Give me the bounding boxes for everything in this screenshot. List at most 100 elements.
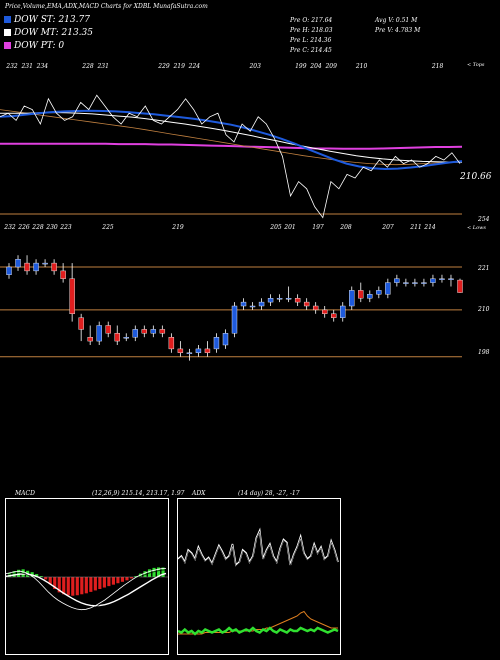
candle-body: [150, 329, 157, 334]
candle-top-label: 197: [312, 224, 324, 231]
legend-item-mt: DOW MT: 213.35: [4, 28, 93, 38]
legend-swatch-st: [4, 16, 11, 23]
macd-histogram-bar: [98, 577, 102, 589]
macd-histogram-bar: [93, 577, 97, 591]
pre-close: Pre C: 214.45: [290, 47, 332, 54]
top-label: 234: [36, 63, 49, 70]
macd-histogram-bar: [53, 577, 57, 589]
macd-signal-line: [6, 572, 167, 607]
right-axis-label: 221: [477, 265, 489, 272]
candle-body: [457, 279, 463, 293]
candle-top-label: 226: [17, 224, 30, 231]
macd-histogram-bar: [134, 576, 138, 577]
candle-top-label: 230: [45, 224, 58, 231]
candle-body: [195, 348, 202, 353]
candle-body: [394, 278, 400, 283]
macd-svg: [6, 567, 168, 612]
candle-body: [412, 282, 418, 284]
macd-histogram-bar: [66, 577, 70, 596]
candle-body: [303, 301, 310, 307]
candle-body: [141, 329, 148, 334]
ema-long-line: [0, 109, 463, 166]
macd-histogram-bar: [71, 577, 75, 596]
candle-body: [358, 290, 364, 299]
candle-body: [15, 259, 21, 268]
candle-body: [186, 352, 193, 354]
candle-body: [132, 329, 138, 338]
adx-panel: [177, 498, 341, 655]
candle-body: [285, 298, 292, 300]
candle-top-label: 208: [339, 224, 352, 231]
candle-body: [267, 298, 274, 303]
macd-label: MACD: [15, 490, 35, 497]
candle-body: [204, 348, 211, 353]
legend-swatch-pt: [4, 42, 11, 49]
macd-histogram-bar: [39, 576, 43, 577]
candle-body: [249, 305, 256, 308]
candle-top-label: 214: [423, 224, 436, 231]
candle-body: [376, 290, 382, 295]
candle-body: [168, 337, 175, 350]
candle-top-label: 225: [101, 224, 114, 231]
candle-body: [222, 333, 229, 346]
pre-volume: Pre V: 4.783 M: [375, 27, 421, 34]
candle-body: [322, 309, 328, 314]
lows-tag: < Lows: [467, 225, 486, 231]
candle-body: [294, 298, 301, 303]
macd-histogram-bar: [129, 577, 134, 579]
pre-open: Pre O: 217.64: [290, 17, 333, 24]
top-label: 224: [188, 63, 201, 70]
top-label: 231: [96, 63, 108, 70]
candle-body: [421, 282, 427, 284]
macd-params: (12,26,9) 215.14, 213.17, 1.97: [92, 490, 185, 497]
macd-histogram-bar: [48, 577, 52, 585]
macd-histogram-bar: [75, 577, 79, 596]
top-label: 231: [20, 63, 32, 70]
candle-body: [33, 262, 39, 272]
pre-high: Pre H: 218.03: [290, 27, 333, 34]
macd-histogram-bar: [44, 577, 48, 580]
macd-histogram-bar: [116, 577, 120, 584]
top-label: 229: [157, 63, 170, 70]
neg-di-line: [178, 626, 339, 636]
top-label: 204: [309, 63, 322, 70]
pre-low: Pre L: 214.36: [290, 37, 332, 44]
candle-body: [159, 329, 166, 334]
candle-body: [177, 348, 184, 353]
candle-top-label: 205: [269, 224, 282, 231]
top-label: 218: [431, 63, 444, 70]
macd-line: [6, 569, 167, 612]
chart-title: Price,Volume,EMA,ADX,MACD Charts for XDB…: [5, 3, 208, 10]
macd-histogram-bar: [57, 577, 61, 593]
macd-histogram-bar: [35, 574, 39, 577]
candle-body: [349, 290, 355, 307]
candle-body: [367, 294, 373, 299]
macd-line-outline: [6, 568, 167, 611]
candle-body: [60, 270, 66, 279]
candle-body: [87, 337, 93, 342]
right-axis-label: 210: [477, 306, 490, 313]
candle-top-label: 228: [31, 224, 44, 231]
adx-svg: [178, 527, 339, 636]
candle-body: [331, 313, 337, 318]
candle-top-label: 219: [171, 224, 184, 231]
tops-tag: < Tops: [467, 62, 485, 68]
macd-histogram-bar: [156, 567, 161, 577]
candle-body: [69, 278, 75, 315]
candle-top-label: 223: [59, 224, 72, 231]
macd-histogram-bar: [107, 577, 111, 587]
macd-histogram-bar: [80, 577, 84, 595]
candle-body: [51, 262, 57, 272]
candle-body: [114, 333, 120, 342]
macd-histogram-bar: [111, 577, 115, 585]
macd-histogram-bar: [89, 577, 93, 592]
candle-top-label: 211: [409, 224, 421, 231]
candle-body: [439, 278, 445, 280]
pt-line: [0, 142, 463, 150]
candle-top-label: 207: [381, 224, 394, 231]
top-label: 232: [5, 63, 18, 70]
macd-histogram-bar: [125, 577, 129, 581]
macd-histogram-bar: [143, 571, 147, 577]
candle-body: [403, 282, 409, 284]
top-label: 219: [172, 63, 185, 70]
